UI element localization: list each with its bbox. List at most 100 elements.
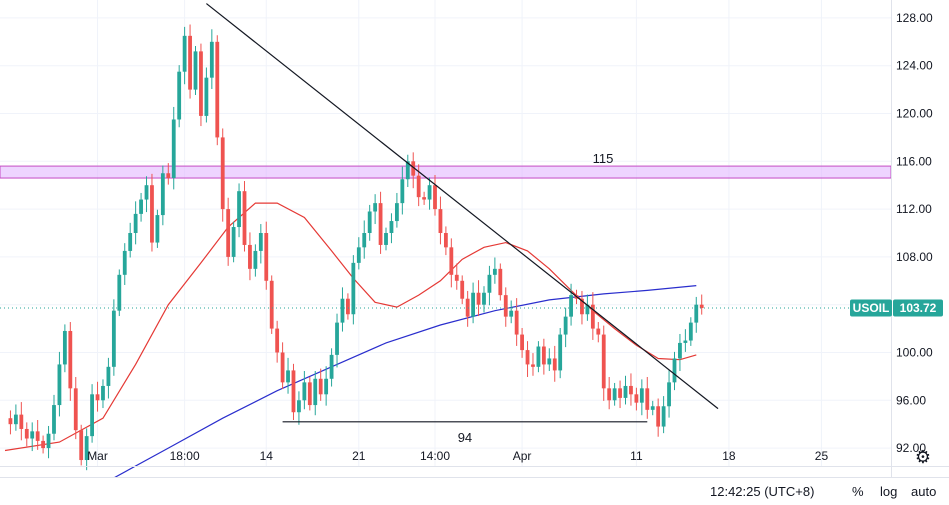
gear-icon[interactable]: ⚙: [914, 447, 932, 467]
candle-body: [62, 330, 67, 365]
candle: [280, 342, 285, 389]
candle-body: [683, 340, 688, 343]
x-tick-label: Mar: [87, 449, 108, 463]
candle-body: [569, 295, 573, 317]
candle-body: [656, 406, 661, 427]
candle-body: [24, 428, 29, 439]
candle: [471, 282, 476, 324]
candle: [62, 324, 67, 373]
candle-body: [258, 233, 263, 251]
candle: [35, 419, 40, 450]
candle: [580, 290, 584, 325]
candle-body: [596, 328, 601, 335]
candle: [503, 287, 508, 327]
candle: [454, 263, 459, 290]
candle-body: [552, 358, 557, 371]
candle: [307, 376, 312, 411]
candle-body: [160, 173, 165, 216]
candle-body: [612, 388, 617, 401]
y-tick-label: 128.00: [896, 11, 933, 25]
percent-scale-button[interactable]: %: [852, 484, 864, 499]
candle-body: [188, 35, 192, 90]
candle: [324, 366, 329, 406]
candle-body: [509, 310, 514, 317]
candle-body: [41, 440, 46, 449]
candle: [95, 381, 100, 412]
candle-body: [264, 233, 269, 281]
candle: [199, 43, 203, 127]
y-tick-label: 100.00: [896, 345, 933, 359]
bottom-toolbar: 12:42:25 (UTC+8) % log auto: [0, 477, 949, 505]
axes: [0, 0, 949, 477]
candle: [405, 154, 410, 187]
candle: [139, 192, 143, 222]
candle-body: [193, 51, 198, 90]
candle: [13, 404, 18, 431]
candle: [46, 425, 51, 459]
candle-body: [275, 328, 280, 353]
candle: [367, 204, 372, 241]
candle-body: [19, 414, 24, 429]
candle-body: [373, 203, 378, 212]
candle-body: [416, 175, 421, 198]
candle: [541, 338, 546, 375]
moving-averages: [4, 202, 697, 477]
x-tick-label: 18:00: [170, 449, 200, 463]
x-tick-label: 25: [815, 449, 829, 463]
candle-body: [520, 334, 524, 351]
candle: [106, 357, 111, 399]
resistance-zone: 115: [0, 151, 892, 179]
candle-body: [482, 292, 486, 305]
candle: [297, 391, 301, 425]
candle-body: [541, 346, 546, 365]
candle: [346, 293, 350, 320]
price-chart[interactable]: 115 94 128.00 124.00 120.00 116.00 112.00 108…: [0, 0, 949, 477]
candle: [694, 296, 699, 333]
candle-body: [351, 262, 356, 315]
candle: [656, 398, 661, 437]
candle: [204, 67, 209, 123]
support-line-label: 94: [458, 430, 472, 445]
candle: [41, 435, 46, 454]
candle-body: [688, 322, 693, 341]
candle-body: [182, 35, 187, 72]
resistance-zone-band: [0, 165, 892, 179]
candle: [639, 379, 644, 416]
auto-scale-button[interactable]: auto: [911, 484, 937, 499]
candle: [683, 329, 688, 352]
candle-body: [672, 358, 677, 383]
candle-body: [694, 304, 699, 323]
log-scale-button[interactable]: log: [880, 484, 898, 499]
candle: [84, 428, 89, 471]
candle: [552, 345, 557, 382]
candle-body: [422, 197, 427, 200]
candle: [563, 307, 568, 348]
candle: [411, 152, 416, 189]
candle-body: [580, 298, 584, 315]
candle: [498, 263, 503, 301]
ma-fast-line: [4, 202, 697, 452]
candle: [209, 29, 214, 90]
candle-body: [237, 191, 241, 228]
candle-body: [297, 400, 301, 413]
x-axis-ticks: Mar 18:00 14 21 14:00 Apr 11 18 25: [87, 449, 828, 463]
candle-body: [57, 364, 62, 406]
candle-body: [645, 388, 650, 410]
candle-body: [84, 436, 89, 461]
candle: [351, 255, 356, 325]
candle: [73, 376, 78, 440]
candle: [389, 213, 394, 244]
candle-body: [8, 418, 13, 425]
candle-body: [634, 394, 639, 403]
candle: [465, 290, 470, 327]
y-tick-label: 108.00: [896, 250, 933, 264]
candle-body: [101, 385, 105, 401]
candle: [536, 341, 541, 373]
candle: [384, 227, 388, 251]
drawings: 94: [206, 3, 719, 445]
candle: [492, 257, 497, 284]
candle-body: [514, 310, 519, 335]
candle: [531, 353, 535, 376]
symbol-badge: [850, 299, 892, 317]
candle-body: [367, 211, 372, 233]
